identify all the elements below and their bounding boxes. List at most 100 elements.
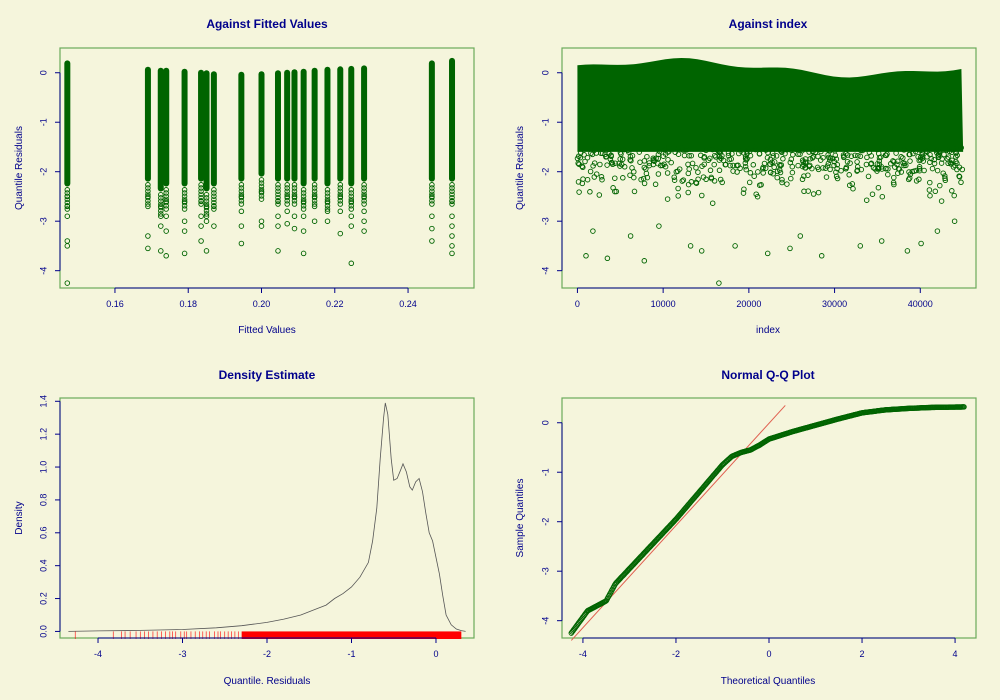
data-point [907,158,913,164]
data-point [863,161,870,168]
data-point [892,164,898,170]
data-point [628,145,635,151]
data-point [158,198,164,204]
data-point [906,169,912,175]
data-point [163,206,169,212]
x-tick-label: 0.22 [326,299,344,309]
data-point [822,165,829,171]
outlier-point [732,243,738,249]
data-point [924,154,930,160]
data-point [863,197,870,203]
data-point [337,191,344,198]
data-point [701,161,707,168]
data-point [717,150,724,156]
outlier-point [64,238,71,244]
data-point [361,182,367,188]
data-point [905,176,912,183]
y-tick-label: 0 [540,70,550,75]
x-tick-label: 40000 [908,299,933,309]
data-point [145,182,151,188]
data-point [638,176,644,183]
data-point [800,159,806,165]
data-point [361,185,367,191]
data-point [725,150,732,156]
data-point [337,182,344,188]
data-point [833,169,839,175]
data-point [612,175,618,181]
data-point [933,149,940,156]
data-point [429,191,435,198]
data-point [759,166,766,172]
data-point [584,154,591,161]
data-point [646,160,653,166]
data-point [637,159,643,165]
data-point [652,181,659,188]
data-point [799,176,806,183]
residual-column [311,67,318,182]
data-point [284,201,290,207]
data-point [631,169,637,175]
data-point [826,154,832,161]
data-point [891,174,897,181]
points-layer [574,58,966,286]
data-point [879,144,885,150]
data-point [686,166,692,172]
outlier-point [211,203,217,210]
data-point [958,144,964,151]
data-point [203,211,210,217]
x-axis-label: Fitted Values [238,325,296,336]
outlier-point [145,245,151,252]
data-point [145,201,151,207]
data-point [779,176,785,183]
data-point [807,156,814,162]
residual-column [157,67,164,192]
outlier-point [348,213,355,219]
data-point [685,170,692,177]
data-point [831,162,837,169]
data-point [700,174,707,180]
y-tick-label: 1.2 [38,428,48,441]
data-point [348,206,355,212]
data-point [693,180,700,186]
y-tick-label: 0.8 [38,494,48,507]
data-point [771,159,778,165]
data-point [608,152,614,158]
data-point [311,188,318,194]
y-axis-label: Density [14,501,25,534]
data-point [916,157,922,164]
data-point [590,163,596,169]
outlier-point [583,253,589,259]
data-point [681,152,688,159]
data-point [275,185,281,191]
outlier-point [198,213,204,219]
data-point [789,163,796,170]
data-point [300,196,307,203]
outlier-point [64,193,71,200]
data-point [913,178,920,184]
data-point [158,211,164,217]
data-point [675,145,681,152]
data-point [675,151,682,157]
dense-point-band [577,58,964,152]
x-tick-label: 2 [860,649,865,659]
data-point [949,188,955,194]
outlier-point [258,218,265,224]
data-point [664,170,671,176]
data-point [577,150,584,156]
data-point [644,153,650,160]
data-point [198,182,204,188]
x-tick-label: 0.24 [399,299,417,309]
data-point [203,195,210,201]
data-point [840,152,847,158]
data-point [291,201,298,207]
data-point [958,179,964,186]
residual-column [337,66,344,182]
data-point [145,188,151,194]
y-tick-label: 0 [540,420,550,425]
data-point [722,161,729,168]
data-point [954,166,960,173]
outlier-point [284,193,290,200]
outlier-point [163,213,169,219]
outlier-point [158,203,164,210]
points-layer [64,57,456,286]
